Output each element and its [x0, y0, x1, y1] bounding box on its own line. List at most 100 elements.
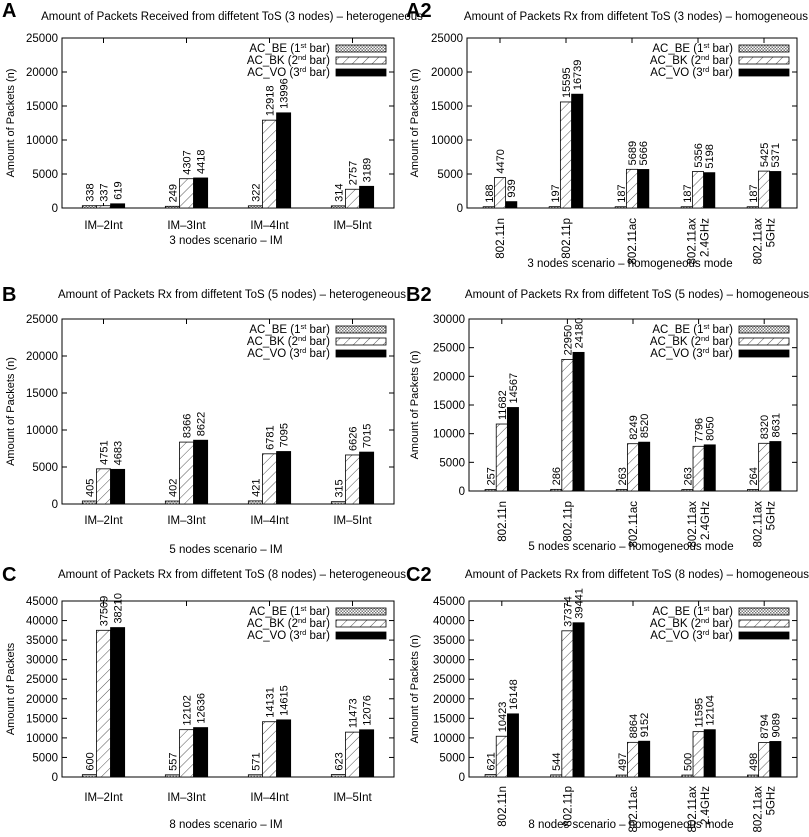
- data-label: 500: [682, 753, 694, 771]
- data-label: 4751: [99, 440, 111, 464]
- bar-ac-vo: [571, 93, 584, 209]
- bar-ac-vo: [572, 351, 585, 492]
- y-tick-label: 15000: [431, 101, 463, 113]
- category-label: 2.4GHz: [700, 501, 712, 540]
- data-label: 264: [748, 467, 760, 485]
- data-label: 14615: [279, 685, 291, 716]
- category-label: 802.11p: [562, 501, 574, 542]
- bar-ac-bk: [561, 630, 574, 778]
- bar-ac-be: [615, 774, 628, 778]
- y-tick-label: 10000: [431, 135, 463, 147]
- panel-A2: A2 Amount of Packets Rx from diffetent T…: [404, 0, 809, 279]
- data-label: 16148: [508, 679, 520, 710]
- bar-ac-be: [164, 500, 180, 505]
- bar-ac-bk: [692, 731, 705, 778]
- y-tick-label: 5000: [32, 752, 58, 764]
- data-label: 315: [333, 479, 345, 497]
- y-tick-label: 0: [457, 203, 463, 215]
- legend-swatch-ac-be: [335, 325, 387, 334]
- bar-ac-vo: [769, 441, 782, 492]
- bar-ac-bk: [627, 443, 639, 492]
- y-tick-label: 10000: [26, 135, 58, 147]
- y-tick-label: 40000: [433, 616, 465, 628]
- panel-C2: C2 Amount of Packets Rx from diffetent T…: [404, 561, 809, 837]
- y-tick-label: 0: [52, 772, 58, 784]
- legend-label: AC_VO (3rd bar): [650, 346, 733, 361]
- data-label: 8249: [628, 415, 640, 439]
- bar-ac-be: [247, 500, 263, 505]
- bar-ac-vo: [505, 201, 518, 209]
- panel-letter: B: [2, 284, 17, 306]
- category-label: 802.11ac: [627, 218, 639, 265]
- data-label: 405: [84, 479, 96, 497]
- panel-letter: B2: [406, 284, 432, 306]
- category-label: IM–4Int: [250, 792, 289, 804]
- y-tick-label: 30000: [26, 655, 58, 667]
- bar-ac-be: [247, 205, 263, 209]
- bar-ac-be: [330, 205, 346, 209]
- bar-ac-bk: [561, 359, 574, 492]
- bar-ac-bk: [345, 454, 360, 505]
- bar-ac-bk: [691, 171, 705, 209]
- data-label: 187: [682, 184, 694, 202]
- bar-ac-be: [747, 489, 760, 492]
- y-tick-label: 5000: [437, 169, 463, 181]
- bar-ac-be: [330, 501, 346, 505]
- bar-ac-vo: [276, 719, 292, 778]
- category-label: 802.11ax: [753, 786, 765, 833]
- y-axis-label: Amount of Packets (n): [5, 69, 17, 178]
- y-tick-label: 25000: [431, 33, 463, 45]
- category-label: IM–4Int: [250, 220, 289, 232]
- data-label: 498: [748, 753, 760, 771]
- bar-ac-be: [747, 774, 760, 778]
- y-tick-label: 25000: [26, 674, 58, 686]
- panel-letter: A2: [406, 0, 432, 22]
- chart-title: Amount of Packets Rx from diffetent ToS …: [465, 289, 809, 301]
- bar-ac-vo: [276, 112, 292, 209]
- bar-ac-bk: [179, 178, 194, 209]
- data-label: 8864: [628, 714, 640, 738]
- category-label: IM–3Int: [167, 792, 206, 804]
- y-tick-label: 20000: [433, 694, 465, 706]
- plot-frame: [61, 318, 395, 505]
- data-label: 11682: [497, 390, 509, 420]
- data-label: 6626: [348, 426, 360, 450]
- bar-ac-bk: [262, 721, 277, 778]
- bar-ac-be: [746, 206, 759, 209]
- bar-ac-vo: [637, 169, 650, 209]
- data-label: 939: [506, 179, 518, 197]
- category-label: IM–5Int: [333, 515, 372, 527]
- legend-label: AC_BE (1st bar): [652, 604, 733, 619]
- panel-A: A Amount of Packets Received from diffet…: [0, 0, 423, 279]
- bar-ac-bk: [262, 453, 277, 505]
- legend-label: AC_BK (2nd bar): [247, 53, 330, 68]
- chart-title: Amount of Packets Received from diffeten…: [41, 11, 423, 23]
- legend-swatch-ac-be: [738, 44, 790, 53]
- data-label: 13996: [279, 78, 291, 109]
- y-tick-label: 35000: [26, 635, 58, 647]
- bar-ac-bk: [495, 735, 508, 778]
- legend-swatch-ac-vo: [738, 349, 790, 358]
- data-label: 5425: [759, 143, 771, 167]
- y-tick-label: 10000: [433, 429, 465, 441]
- bar-ac-bk: [559, 101, 573, 209]
- chart-title: Amount of Packets Rx from diffetent ToS …: [465, 569, 809, 581]
- data-label: 14567: [508, 373, 520, 404]
- category-label: IM–2Int: [84, 792, 123, 804]
- y-axis-label: Amount of Packets: [5, 642, 17, 735]
- x-axis-label: 5 nodes scenario – IM: [169, 544, 282, 556]
- bar-ac-be: [681, 774, 694, 778]
- data-label: 188: [484, 184, 496, 202]
- bar-ac-be: [615, 489, 628, 492]
- bar-ac-bk: [345, 188, 360, 209]
- data-label: 571: [250, 752, 262, 770]
- plot-frame: [61, 600, 395, 778]
- panel-C: C Amount of Packets Rx from diffetent To…: [0, 561, 406, 837]
- data-label: 557: [167, 752, 179, 770]
- data-label: 37374: [562, 596, 574, 627]
- legend-swatch-ac-bk: [738, 56, 790, 65]
- y-tick-label: 20000: [26, 694, 58, 706]
- category-label: IM–5Int: [333, 792, 372, 804]
- legend-swatch-ac-be: [335, 607, 387, 616]
- chart-C2: Amount of Packets Rx from diffetent ToS …: [409, 569, 809, 833]
